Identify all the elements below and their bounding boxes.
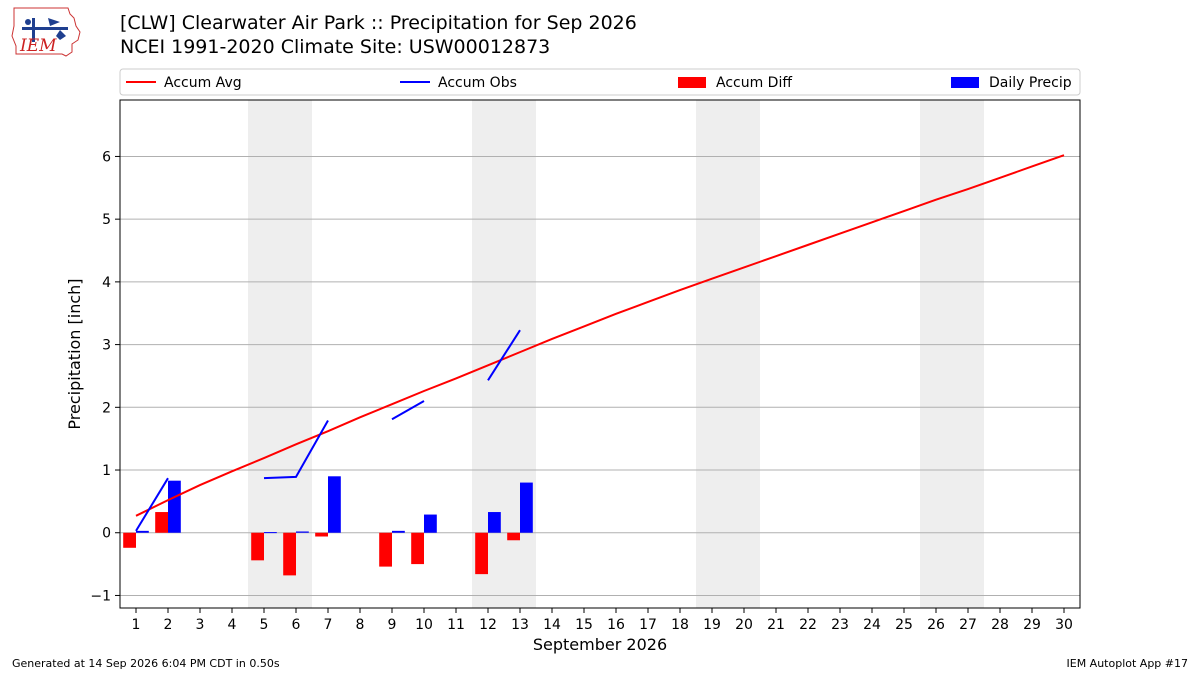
y-tick-label: −1 bbox=[90, 588, 111, 604]
legend-daily-precip-label: Daily Precip bbox=[989, 75, 1072, 91]
x-tick-label: 17 bbox=[639, 617, 657, 633]
accum-diff-bar bbox=[507, 532, 520, 541]
x-tick-label: 5 bbox=[260, 617, 269, 633]
accum-diff-bar bbox=[123, 532, 136, 548]
x-tick-label: 16 bbox=[607, 617, 625, 633]
x-tick-label: 13 bbox=[511, 617, 529, 633]
plot-frame bbox=[119, 99, 1081, 609]
chart-title: [CLW] Clearwater Air Park :: Precipitati… bbox=[120, 12, 637, 34]
x-tick-label: 11 bbox=[447, 617, 465, 633]
iem-logo: IEM bbox=[8, 6, 82, 64]
accum-obs-line bbox=[487, 329, 521, 381]
weekend-shade bbox=[920, 100, 984, 608]
x-tick-label: 12 bbox=[479, 617, 497, 633]
accum-diff-bar bbox=[315, 532, 328, 537]
daily-precip-bar bbox=[392, 530, 405, 533]
x-tick-label: 23 bbox=[831, 617, 849, 633]
legend-accum-diff-swatch bbox=[678, 77, 706, 88]
x-tick-label: 7 bbox=[324, 617, 333, 633]
x-tick-label: 2 bbox=[164, 617, 173, 633]
daily-precip-bar bbox=[136, 530, 149, 533]
y-axis-label: Precipitation [inch] bbox=[65, 278, 84, 429]
daily-precip-bar bbox=[264, 532, 277, 534]
x-tick-label: 1 bbox=[132, 617, 141, 633]
y-tick-label: 0 bbox=[102, 526, 111, 542]
accum-diff-bar bbox=[475, 532, 488, 575]
accum-obs-line bbox=[391, 400, 425, 421]
weekend-shade bbox=[248, 100, 312, 608]
accum-avg-line bbox=[135, 154, 1065, 517]
x-tick-label: 27 bbox=[959, 617, 977, 633]
y-tick-label: 4 bbox=[102, 275, 111, 291]
y-tick-label: 6 bbox=[102, 149, 111, 165]
y-tick-label: 3 bbox=[102, 338, 111, 354]
x-tick-label: 8 bbox=[356, 617, 365, 633]
accum-obs-line bbox=[135, 477, 169, 532]
x-tick-label: 28 bbox=[991, 617, 1009, 633]
legend-accum-avg-label: Accum Avg bbox=[164, 75, 242, 91]
x-tick-label: 15 bbox=[575, 617, 593, 633]
daily-precip-bar bbox=[520, 482, 533, 533]
x-tick-label: 6 bbox=[292, 617, 301, 633]
accum-diff-bar bbox=[155, 512, 168, 533]
x-tick-label: 18 bbox=[671, 617, 689, 633]
chart-subtitle: NCEI 1991-2020 Climate Site: USW00012873 bbox=[120, 36, 551, 58]
x-tick-label: 29 bbox=[1023, 617, 1041, 633]
accum-obs-line bbox=[263, 419, 329, 480]
generated-timestamp: Generated at 14 Sep 2026 6:04 PM CDT in … bbox=[12, 657, 280, 670]
x-tick-label: 26 bbox=[927, 617, 945, 633]
legend-accum-obs-label: Accum Obs bbox=[438, 75, 517, 91]
legend-accum-diff-label: Accum Diff bbox=[716, 75, 792, 91]
x-tick-label: 19 bbox=[703, 617, 721, 633]
x-tick-label: 24 bbox=[863, 617, 881, 633]
x-tick-label: 3 bbox=[196, 617, 205, 633]
x-tick-label: 20 bbox=[735, 617, 753, 633]
x-tick-label: 4 bbox=[228, 617, 237, 633]
logo-text: IEM bbox=[19, 36, 57, 56]
x-tick-label: 21 bbox=[767, 617, 785, 633]
accum-diff-bar bbox=[283, 532, 296, 576]
daily-precip-bar bbox=[168, 480, 181, 533]
accum-diff-bar bbox=[411, 532, 424, 565]
app-label: IEM Autoplot App #17 bbox=[1066, 657, 1189, 670]
daily-precip-bar bbox=[296, 531, 309, 533]
legend-daily-precip-swatch bbox=[951, 77, 979, 88]
daily-precip-bar bbox=[328, 476, 341, 533]
x-tick-label: 9 bbox=[388, 617, 397, 633]
x-tick-label: 30 bbox=[1055, 617, 1073, 633]
legend-box bbox=[119, 68, 1081, 96]
y-tick-label: 5 bbox=[102, 212, 111, 228]
y-tick-label: 1 bbox=[102, 463, 111, 479]
weekend-shade bbox=[696, 100, 760, 608]
accum-diff-bar bbox=[379, 532, 392, 567]
x-axis-label: September 2026 bbox=[533, 635, 667, 654]
daily-precip-bar bbox=[424, 514, 437, 533]
x-tick-label: 22 bbox=[799, 617, 817, 633]
x-tick-label: 14 bbox=[543, 617, 561, 633]
x-tick-label: 25 bbox=[895, 617, 913, 633]
daily-precip-bar bbox=[488, 512, 501, 533]
y-tick-label: 2 bbox=[102, 400, 111, 416]
accum-diff-bar bbox=[251, 532, 264, 561]
x-tick-label: 10 bbox=[415, 617, 433, 633]
